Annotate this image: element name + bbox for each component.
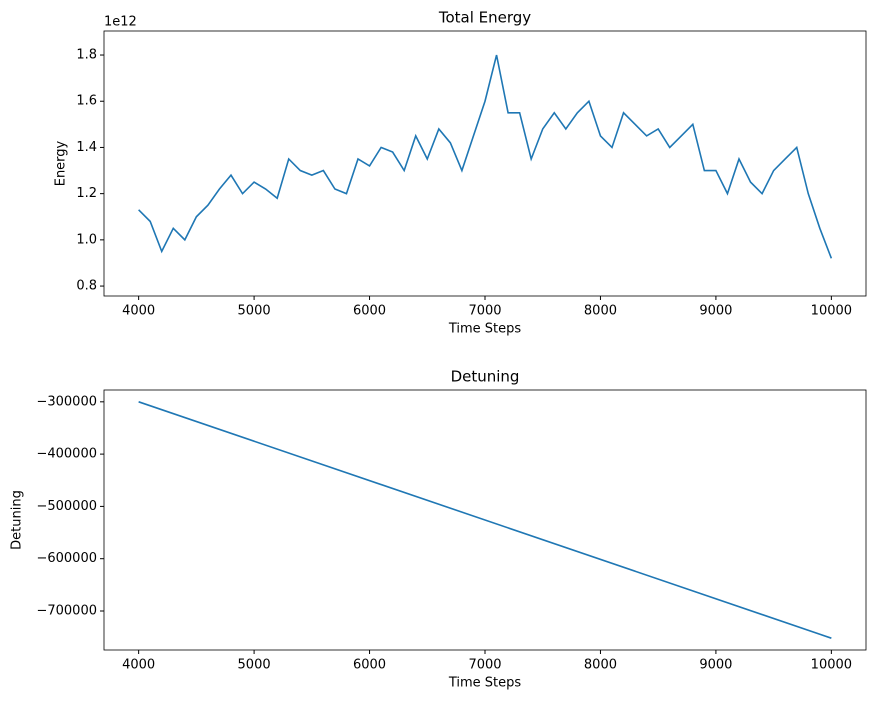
x-tick-label: 8000 [584,658,617,673]
x-tick-label: 7000 [468,304,501,319]
x-axis-label: Time Steps [448,676,522,691]
y-tick-label: −700000 [36,603,97,618]
y-tick-label: 1.6 [76,94,97,109]
x-tick-label: 10000 [811,304,852,319]
x-tick-label: 7000 [468,658,501,673]
x-tick-label: 4000 [122,658,155,673]
data-line [138,54,833,259]
y-offset-label: 1e12 [104,15,137,30]
x-axis-label: Time Steps [448,322,522,337]
x-tick-label: 9000 [699,658,732,673]
y-axis-label: Energy [54,140,69,186]
data-line [138,401,832,639]
axes-frame [103,30,867,297]
x-tick-label: 4000 [122,304,155,319]
x-tick-label: 9000 [699,304,732,319]
x-tick-label: 5000 [238,658,271,673]
x-tick-label: 5000 [238,304,271,319]
y-tick-label: −400000 [36,447,97,462]
x-tick-label: 10000 [811,658,852,673]
y-axis-label: Detuning [10,490,25,550]
y-tick-label: 1.2 [76,186,97,201]
x-tick-label: 6000 [353,658,386,673]
y-tick-label: 1.8 [76,48,97,63]
chart-title: Total Energy [438,9,531,27]
y-tick-label: −500000 [36,499,97,514]
y-tick-label: 1.4 [76,140,97,155]
chart-title: Detuning [451,368,520,386]
x-tick-label: 6000 [353,304,386,319]
y-tick-label: −300000 [36,394,97,409]
y-tick-label: 1.0 [76,232,97,247]
y-tick-label: 0.8 [76,279,97,294]
y-tick-label: −600000 [36,551,97,566]
x-tick-label: 8000 [584,304,617,319]
